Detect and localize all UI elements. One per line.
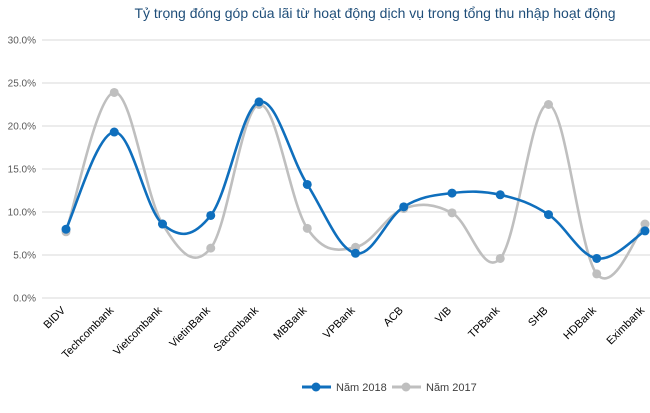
- series-1-point-5: [302, 223, 312, 233]
- y-tick-label-1: 5.0%: [13, 251, 36, 262]
- x-tick-label-11: HDBank: [561, 304, 599, 342]
- series-0-point-5: [302, 179, 312, 189]
- x-tick-label-10: SHB: [526, 305, 550, 329]
- x-tick-label-8: VIB: [433, 305, 454, 326]
- legend-label-2017: Năm 2017: [426, 382, 477, 394]
- gridlines: [42, 39, 650, 299]
- series-1-point-12: [640, 219, 650, 229]
- series-layer: [61, 87, 650, 280]
- series-1-point-1: [109, 87, 119, 97]
- series-0-point-4: [254, 97, 264, 107]
- y-tick-label-2: 10.0%: [8, 208, 36, 219]
- y-axis: 0.0% 5.0% 10.0% 15.0% 20.0% 25.0% 30.0%: [8, 36, 36, 305]
- series-1-point-10: [544, 100, 553, 109]
- legend-label-2018: Năm 2018: [336, 382, 387, 394]
- x-tick-label-6: VPBank: [321, 304, 358, 341]
- y-tick-label-5: 25.0%: [8, 79, 36, 90]
- chart-title: Tỷ trọng đóng góp của lãi từ hoạt động d…: [134, 5, 615, 21]
- x-tick-label-9: TPBank: [466, 304, 503, 341]
- series-1-point-3: [206, 243, 216, 253]
- x-tick-label-3: VietinBank: [167, 304, 213, 350]
- series-0-point-10: [544, 210, 553, 220]
- series-0-point-1: [109, 127, 119, 137]
- legend-marker-2017: [401, 382, 411, 392]
- x-tick-label-1: Techcombank: [60, 304, 117, 361]
- x-tick-label-2: Vietcombank: [111, 304, 165, 358]
- series-1-point-9: [495, 253, 505, 263]
- x-tick-label-7: ACB: [381, 305, 405, 329]
- x-tick-label-5: MBBank: [271, 304, 309, 342]
- series-0-point-3: [206, 210, 216, 220]
- series-1-point-8: [447, 208, 457, 218]
- series-0-point-11: [592, 253, 602, 263]
- y-tick-label-3: 15.0%: [8, 165, 36, 176]
- y-tick-label-4: 20.0%: [8, 122, 36, 133]
- x-tick-label-4: Sacombank: [212, 304, 262, 354]
- legend-marker-2018: [311, 382, 321, 392]
- series-1-point-11: [592, 269, 602, 279]
- x-tick-label-0: BIDV: [41, 304, 68, 331]
- series-0-point-2: [158, 219, 167, 229]
- y-tick-label-0: 0.0%: [13, 294, 36, 305]
- series-0-point-7: [399, 202, 409, 212]
- y-tick-label-6: 30.0%: [8, 36, 36, 47]
- series-0-point-9: [495, 190, 505, 200]
- series-0-point-6: [351, 248, 360, 258]
- series-0-point-8: [447, 188, 457, 198]
- series-line-0: [64, 100, 647, 260]
- series-0-point-0: [61, 224, 71, 234]
- series-0-point-12: [640, 226, 650, 236]
- legend: Năm 2018 Năm 2017: [302, 382, 477, 394]
- x-tick-label-12: Eximbank: [604, 304, 647, 347]
